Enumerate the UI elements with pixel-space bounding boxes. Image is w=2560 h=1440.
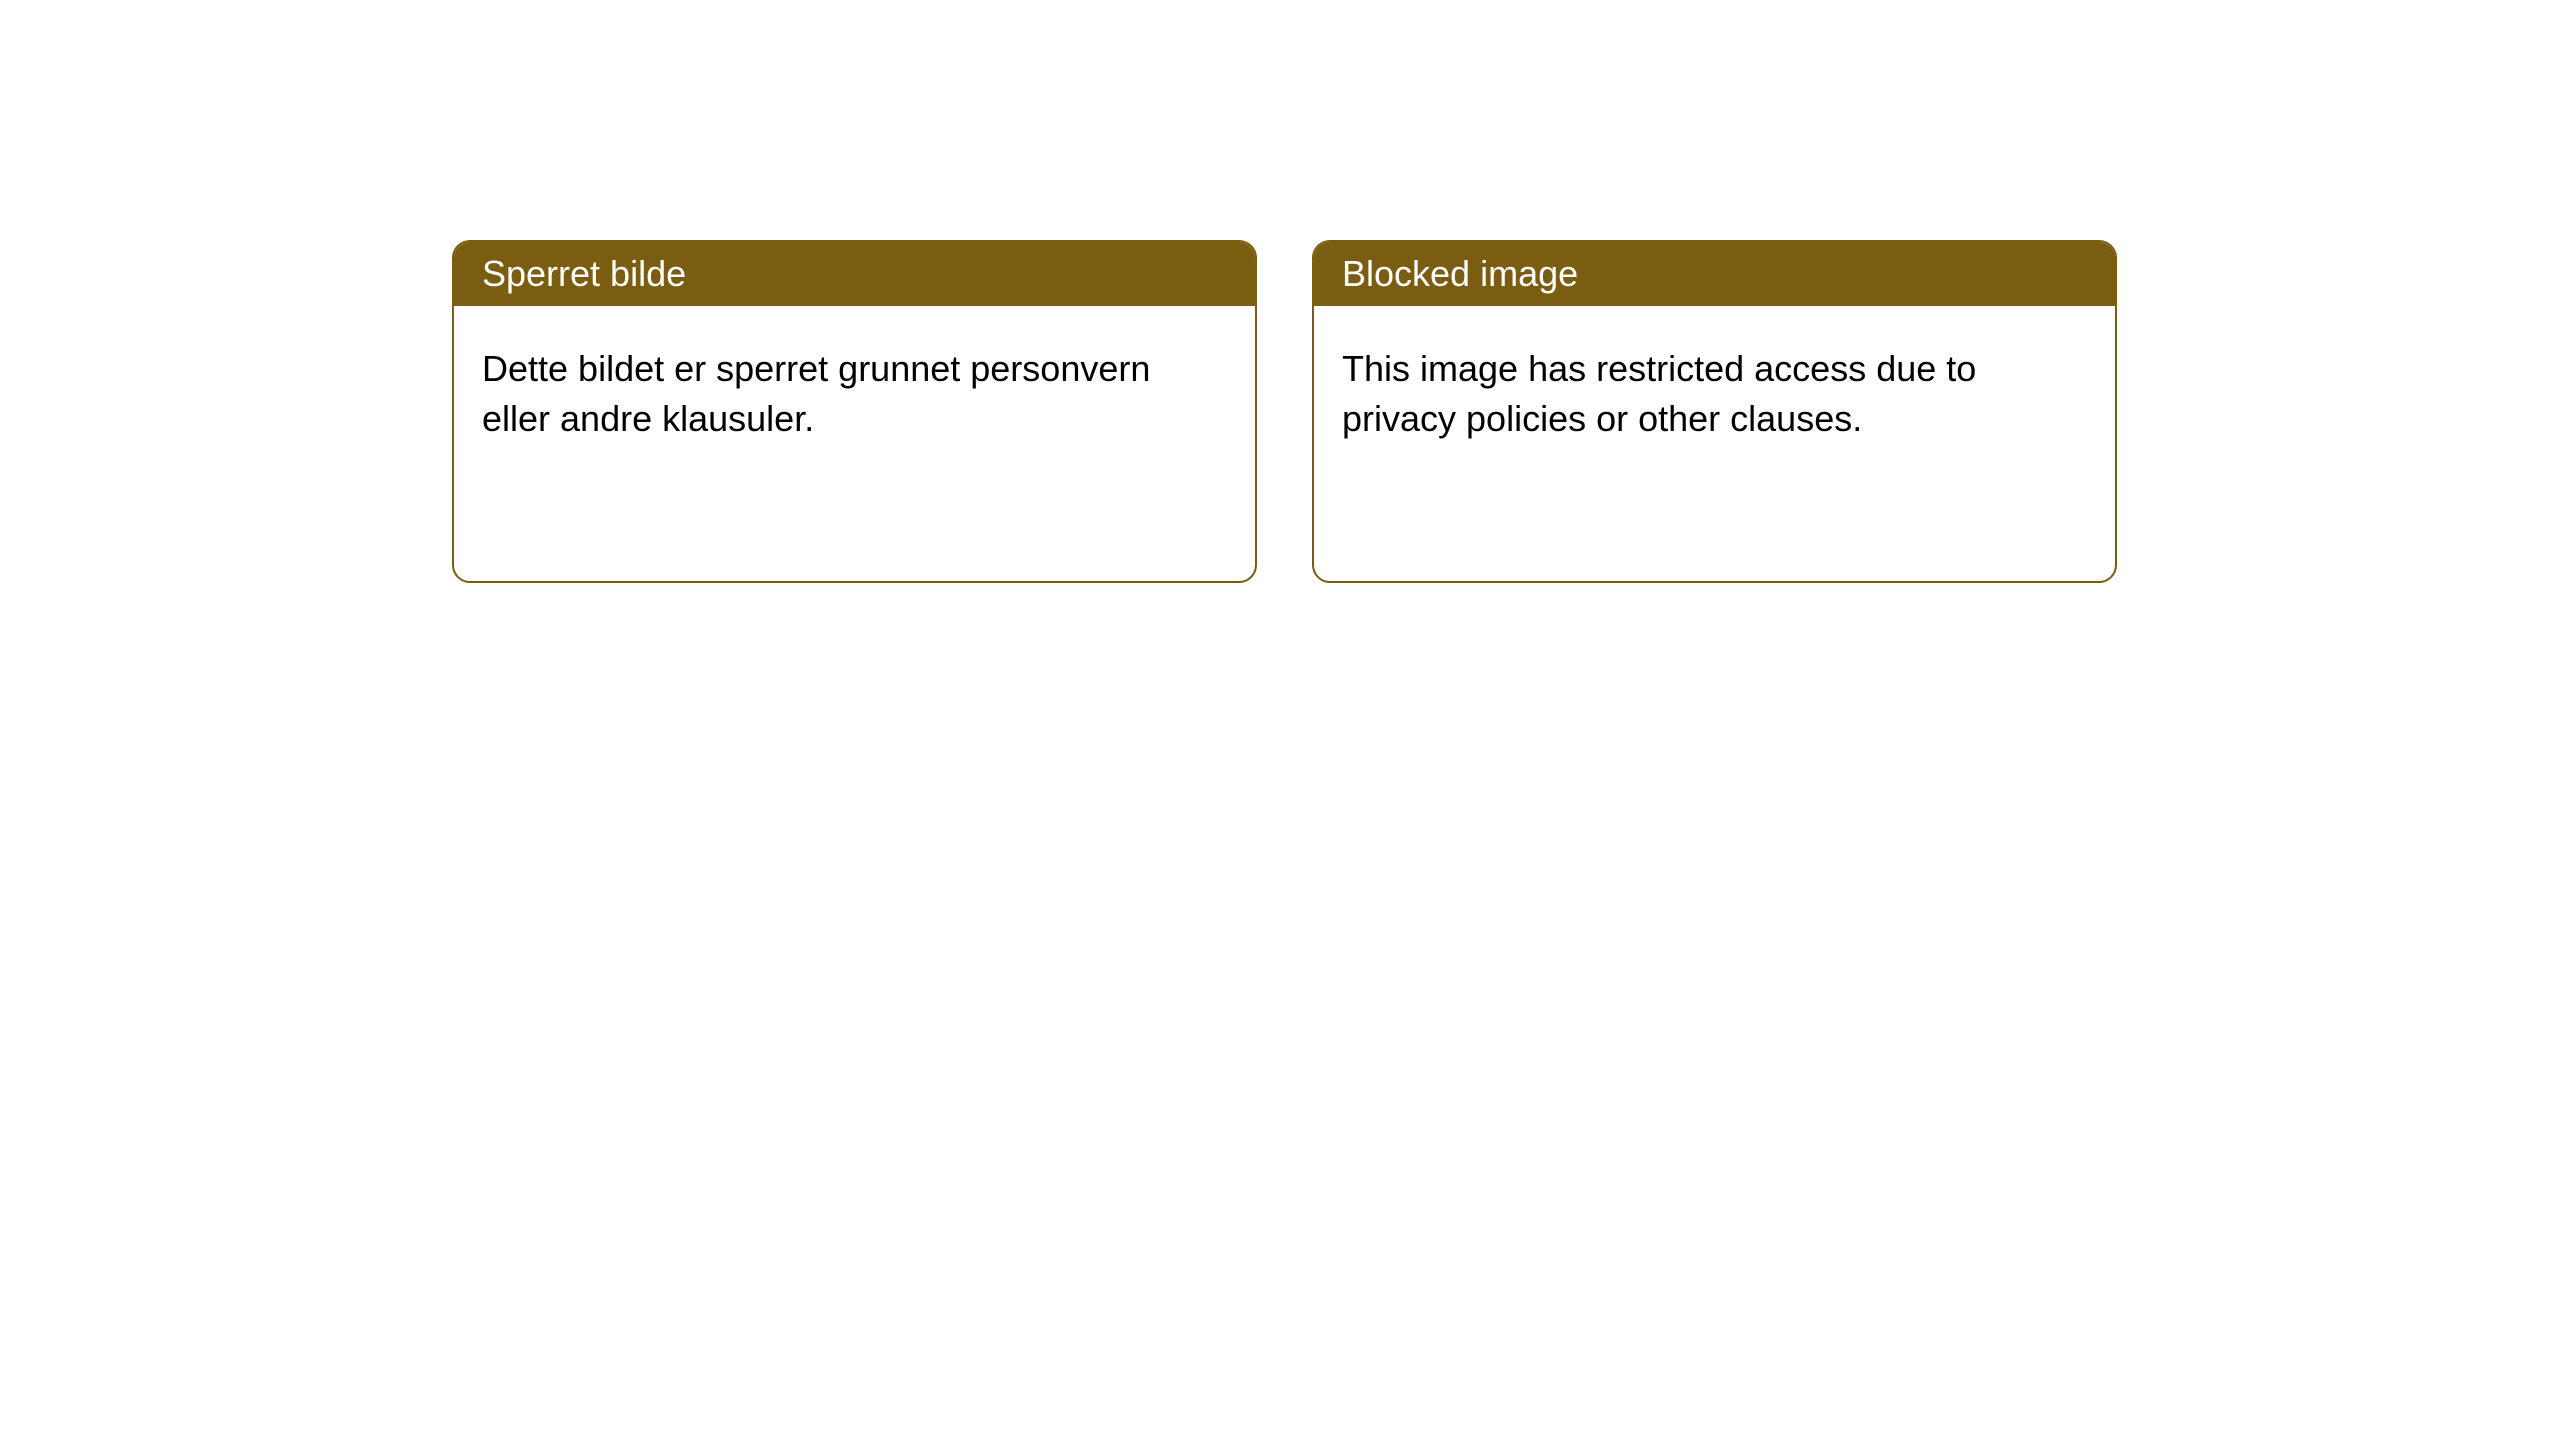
card-body-text: This image has restricted access due to … [1342, 348, 1976, 439]
card-body: Dette bildet er sperret grunnet personve… [454, 306, 1255, 581]
card-body: This image has restricted access due to … [1314, 306, 2115, 581]
card-header: Sperret bilde [454, 242, 1255, 306]
blocked-image-card-norwegian: Sperret bilde Dette bildet er sperret gr… [452, 240, 1257, 583]
card-title: Blocked image [1342, 253, 1578, 294]
card-title: Sperret bilde [482, 253, 686, 294]
card-body-text: Dette bildet er sperret grunnet personve… [482, 348, 1150, 439]
card-header: Blocked image [1314, 242, 2115, 306]
cards-container: Sperret bilde Dette bildet er sperret gr… [0, 0, 2560, 583]
blocked-image-card-english: Blocked image This image has restricted … [1312, 240, 2117, 583]
